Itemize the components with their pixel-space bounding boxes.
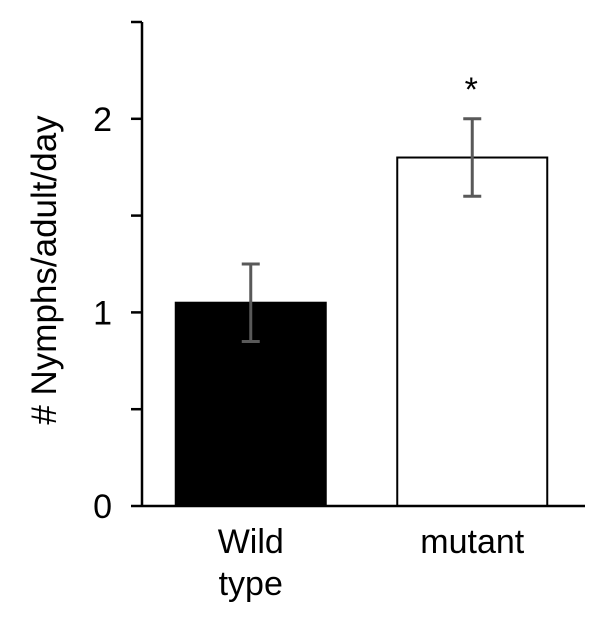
y-tick-label: 2 [93, 101, 112, 139]
x-category-label: Wild [218, 523, 284, 561]
bars [174, 156, 549, 508]
x-category-label: mutant [420, 523, 524, 561]
y-tick-label: 0 [93, 488, 112, 526]
y-tick-label: 1 [93, 294, 112, 332]
annotations: * [465, 71, 478, 109]
x-axis: Wild type mutant [142, 504, 585, 603]
error-bars [241, 117, 482, 343]
significance-marker: * [465, 71, 478, 109]
y-axis: 0 1 2 [93, 20, 144, 526]
y-axis-label: # Nymphs/adult/day [25, 115, 64, 425]
bar [396, 156, 549, 508]
x-category-label: type [219, 565, 283, 603]
